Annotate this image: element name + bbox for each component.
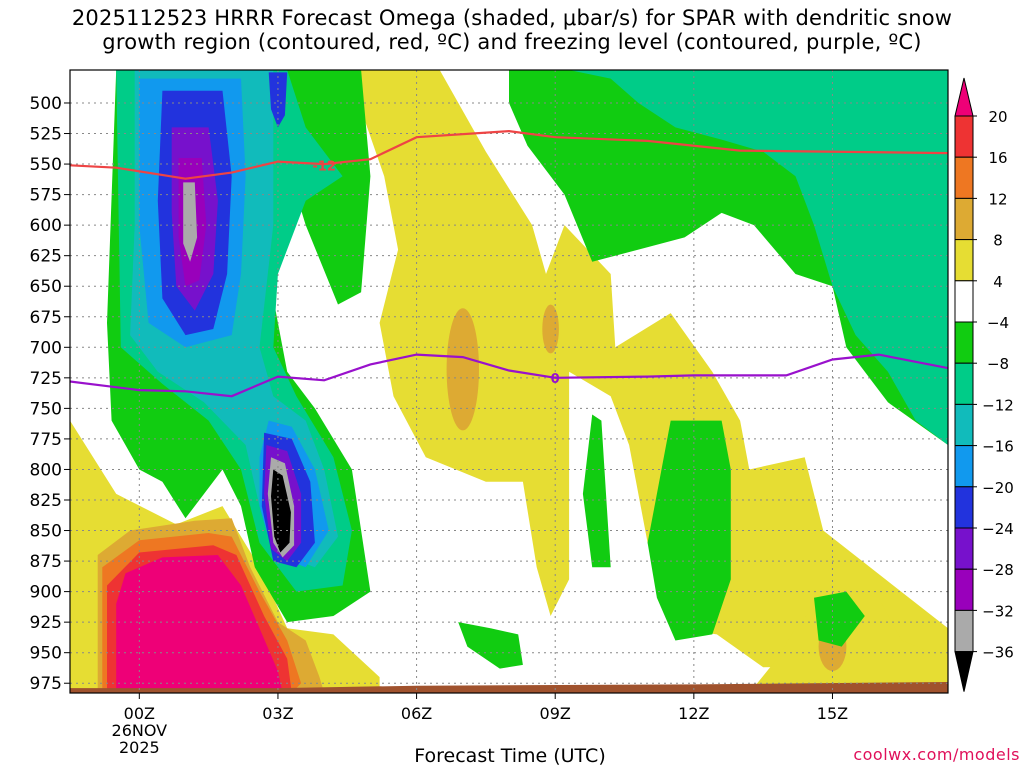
dgz-contour-line [70,129,948,180]
colorbar-label: 16 [988,149,1007,167]
colorbar-arrow-bottom [954,651,974,692]
terrain-strip [70,682,948,693]
y-tick-label: 675 [30,308,62,328]
colorbar-label: −28 [982,561,1014,579]
y-tick-label: 800 [30,460,62,480]
omega-gold-07z [446,308,479,431]
chart-title-line-1: 2025112523 HRRR Forecast Omega (shaded, … [71,6,953,30]
x-tick-label: 00Z [124,704,155,723]
y-tick-label: 600 [30,216,62,236]
colorbar-swatch [954,568,974,611]
colorbar-label: −8 [987,355,1009,373]
omega-green-10z [582,414,611,568]
omega-yellow-15z [749,585,948,693]
colorbar-swatch [954,362,974,405]
dgz-contour-label: -12 [312,159,336,174]
colorbar-label: −36 [982,644,1014,662]
credit-link[interactable]: coolwx.com/models [853,745,1020,764]
omega-gray-core [183,182,198,262]
colorbar-swatch [954,321,974,364]
y-tick-label: 900 [30,583,62,603]
colorbar-label: −12 [982,396,1014,414]
colorbar-swatch [954,527,974,570]
omega-gold-09z [542,304,559,354]
omega-green-08z [458,622,523,669]
x-axis-label: Forecast Time (UTC) [414,745,606,767]
plot-frame [69,69,949,694]
colorbar-swatch [954,197,974,241]
colorbar-label: 4 [993,273,1003,291]
x-tick-label: 06Z [401,704,432,723]
colorbar-label: −4 [987,314,1009,332]
colorbar-label: 8 [993,232,1003,250]
y-tick-label: 500 [30,94,62,114]
y-tick-label: 875 [30,552,62,572]
x-tick-label: 03Z [262,704,293,723]
y-tick-label: 925 [30,613,62,633]
colorbar-swatch [954,486,974,529]
y-tick-label: 975 [30,674,62,694]
y-tick-label: 825 [30,491,62,511]
colorbar-label: 20 [988,108,1007,126]
colorbar-swatch [954,609,974,653]
colorbar-label: −16 [982,438,1014,456]
y-tick-label: 550 [30,155,62,175]
colorbar-label: −32 [982,602,1014,620]
colorbar-swatch [954,115,974,158]
x-tick-label: 12Z [678,704,709,723]
colorbar-swatch [954,445,974,488]
y-tick-label: 725 [30,369,62,389]
colorbar-swatch [954,280,974,323]
freezing-level-line [70,353,948,398]
omega-black-03z [271,469,291,553]
colorbar-arrow-top [954,77,974,117]
x-year-label: 2025 [119,738,160,757]
x-tick-label: 09Z [540,704,571,723]
colorbar-label: −24 [982,520,1014,538]
colorbar-swatch [954,156,974,199]
chart-title-line-2: growth region (contoured, red, ºC) and f… [102,30,922,54]
y-tick-label: 950 [30,644,62,664]
y-tick-label: 575 [30,186,62,206]
x-tick-label: 15Z [817,704,848,723]
omega-teal-upper-right [569,70,948,445]
y-tick-label: 525 [30,125,62,145]
y-tick-label: 750 [30,399,62,419]
y-tick-label: 625 [30,247,62,267]
y-tick-label: 650 [30,277,62,297]
colorbar-label: 12 [988,190,1007,208]
y-tick-label: 850 [30,522,62,542]
freezing-level-label: 0 [551,372,560,387]
y-tick-label: 700 [30,338,62,358]
colorbar-label: −20 [982,479,1014,497]
omega-magenta-max [116,555,283,693]
x-date-label: 26NOV [112,721,168,740]
y-tick-label: 775 [30,430,62,450]
omega-yellow-region [347,70,948,668]
omega-green-15z [814,591,865,647]
omega-blue-top-03z [268,72,288,128]
colorbar-swatch [954,239,974,282]
colorbar-swatch [954,403,974,447]
